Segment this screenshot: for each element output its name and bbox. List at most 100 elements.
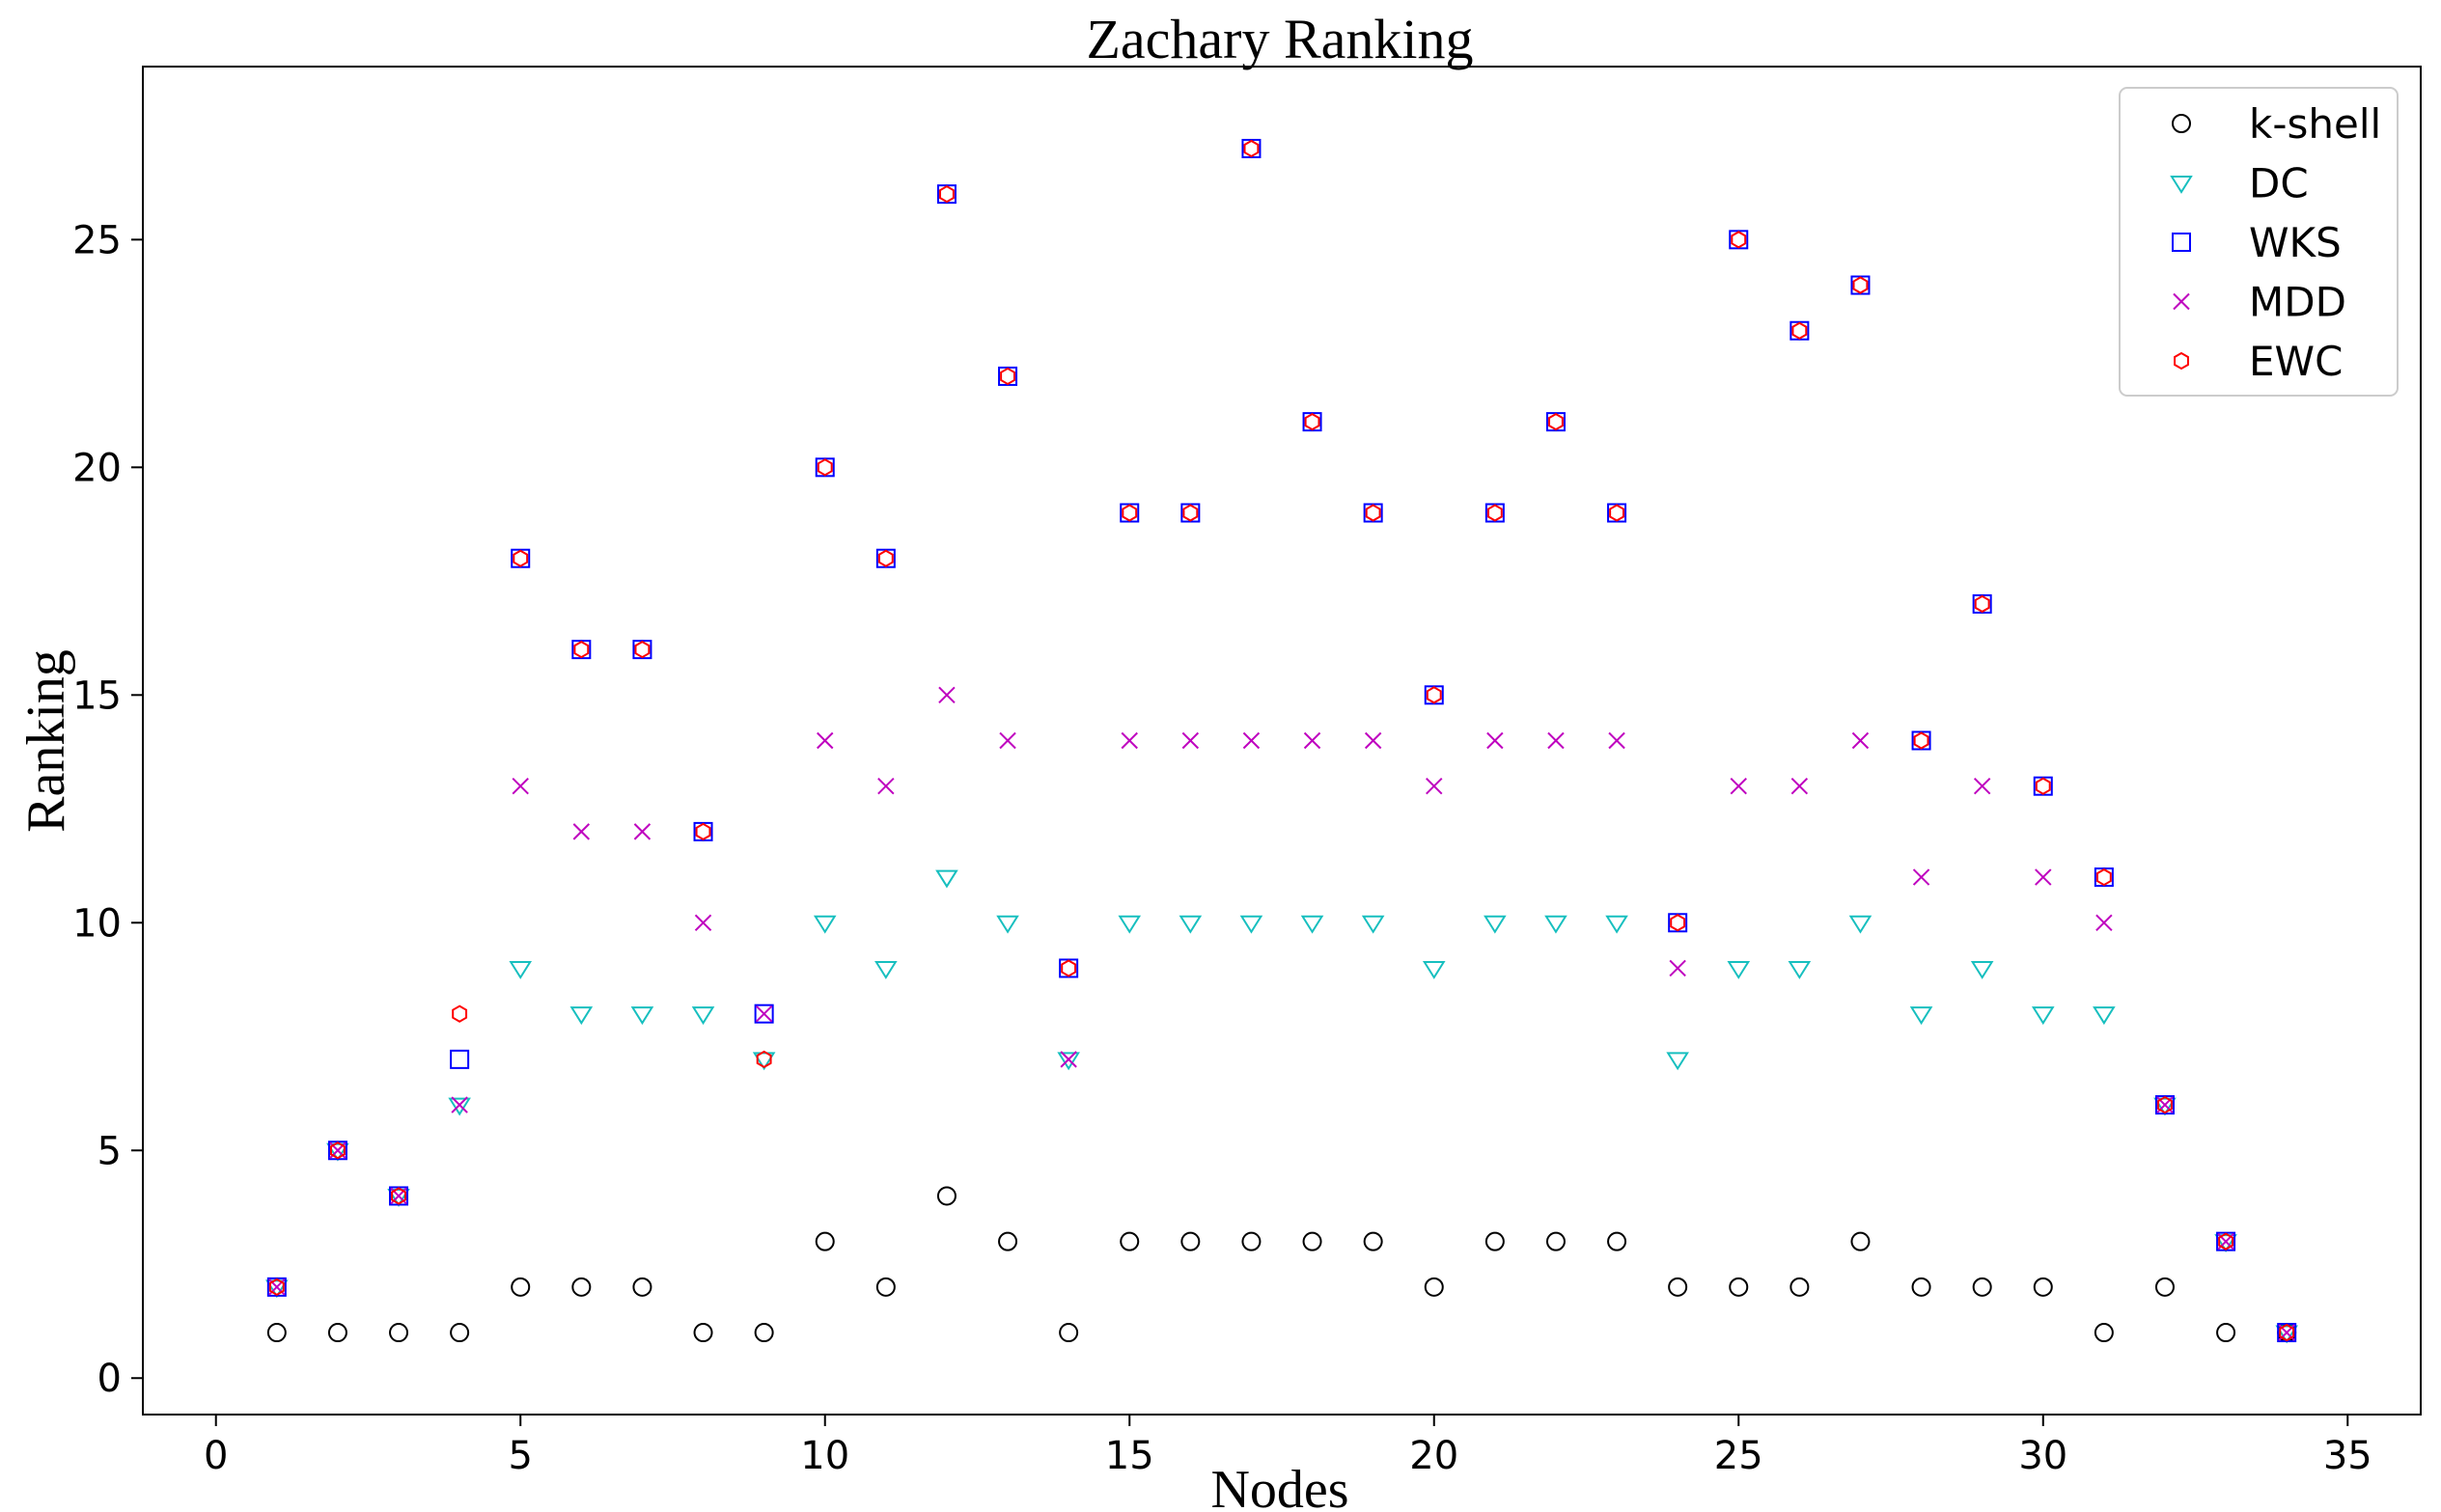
point-dc	[1544, 915, 1567, 934]
point-mdd	[572, 823, 591, 840]
point-ewc	[1243, 139, 1260, 158]
point-mdd	[512, 777, 529, 795]
point-k-shell	[1850, 1231, 1871, 1251]
x-tick-label: 20	[1409, 1434, 1458, 1478]
point-dc	[1484, 915, 1507, 934]
point-k-shell	[571, 1277, 592, 1297]
point-dc	[326, 1142, 349, 1162]
point-dc	[569, 1006, 594, 1026]
point-ewc	[1486, 504, 1503, 522]
point-mdd	[2095, 914, 2113, 931]
point-ewc	[2157, 1095, 2173, 1114]
point-mdd	[1790, 777, 1809, 795]
point-mdd	[1242, 731, 1261, 750]
point-dc	[1970, 960, 1994, 979]
point-mdd	[1303, 731, 1321, 750]
point-k-shell	[1059, 1323, 1079, 1343]
point-k-shell	[1729, 1277, 1749, 1297]
point-dc	[509, 960, 533, 979]
point-mdd	[1121, 731, 1138, 750]
point-dc	[813, 915, 837, 934]
series-k-shell	[266, 1186, 2297, 1343]
point-ewc	[268, 1278, 285, 1297]
point-dc	[265, 1279, 289, 1299]
point-k-shell	[1424, 1277, 1444, 1297]
point-mdd	[694, 914, 712, 931]
point-ewc	[513, 549, 529, 567]
point-ewc	[330, 1141, 346, 1160]
point-ewc	[573, 640, 590, 659]
point-dc	[448, 1097, 471, 1116]
y-tick-label: 25	[72, 218, 122, 262]
point-k-shell	[266, 1323, 287, 1343]
point-ewc	[877, 549, 894, 567]
point-ewc	[1000, 367, 1015, 386]
point-k-shell	[1363, 1231, 1383, 1251]
point-dc	[1909, 1006, 1933, 1026]
point-mdd	[1547, 731, 1565, 750]
point-dc	[752, 1052, 776, 1071]
point-k-shell	[1302, 1231, 1322, 1251]
point-dc	[2214, 1234, 2237, 1253]
point-ewc	[1548, 412, 1564, 431]
x-tick-label: 5	[509, 1434, 533, 1478]
point-k-shell	[2154, 1277, 2175, 1297]
point-ewc	[817, 458, 833, 477]
point-ewc	[1609, 504, 1624, 522]
point-k-shell	[693, 1323, 713, 1343]
point-ewc	[1304, 412, 1320, 431]
legend-marker	[2172, 233, 2191, 252]
x-axis: 0 5 10 15 20 25 30 35	[204, 1415, 2372, 1478]
point-ewc	[2035, 777, 2051, 795]
point-dc	[1118, 915, 1142, 934]
point-ewc	[1365, 504, 1381, 522]
point-k-shell	[2033, 1277, 2053, 1297]
point-dc	[935, 869, 958, 889]
y-tick-label: 5	[97, 1129, 122, 1173]
point-k-shell	[1789, 1277, 1810, 1297]
point-k-shell	[875, 1277, 896, 1297]
point-k-shell	[1484, 1231, 1505, 1251]
point-mdd	[1973, 777, 1991, 795]
point-ewc	[1974, 594, 1990, 614]
point-k-shell	[998, 1231, 1018, 1251]
legend-label: EWC	[2249, 338, 2343, 385]
point-dc	[1179, 915, 1203, 934]
point-ewc	[939, 184, 955, 204]
y-tick-label: 20	[72, 446, 122, 490]
point-k-shell	[936, 1186, 957, 1206]
point-ewc	[1731, 231, 1747, 249]
point-k-shell	[389, 1323, 409, 1343]
point-mdd	[817, 731, 834, 750]
legend-marker	[2174, 351, 2189, 371]
point-mdd	[1730, 777, 1747, 795]
point-k-shell	[2094, 1323, 2114, 1343]
point-k-shell	[754, 1323, 774, 1343]
point-dc	[1848, 915, 1872, 934]
point-mdd	[1426, 777, 1443, 795]
point-dc	[874, 960, 898, 979]
point-dc	[1788, 960, 1812, 979]
series-ewc	[268, 139, 2295, 1342]
point-mdd	[1364, 731, 1382, 750]
series-dc	[265, 869, 2298, 1344]
point-mdd	[999, 731, 1016, 750]
point-mdd	[1608, 731, 1625, 750]
point-ewc	[452, 1004, 468, 1023]
point-k-shell	[511, 1277, 531, 1297]
y-tick-label: 15	[72, 674, 122, 718]
point-k-shell	[1911, 1277, 1931, 1297]
y-axis: 0 5 10 15 20 25	[72, 218, 143, 1401]
point-k-shell	[2216, 1323, 2236, 1343]
point-ewc	[1913, 731, 1929, 750]
point-dc	[2031, 1006, 2055, 1026]
point-dc	[1727, 960, 1751, 979]
point-dc	[1605, 915, 1628, 934]
y-tick-label: 10	[72, 901, 122, 946]
point-ewc	[1426, 686, 1442, 704]
x-tick-label: 15	[1105, 1434, 1154, 1478]
point-ewc	[1122, 504, 1138, 522]
point-mdd	[2035, 868, 2052, 886]
